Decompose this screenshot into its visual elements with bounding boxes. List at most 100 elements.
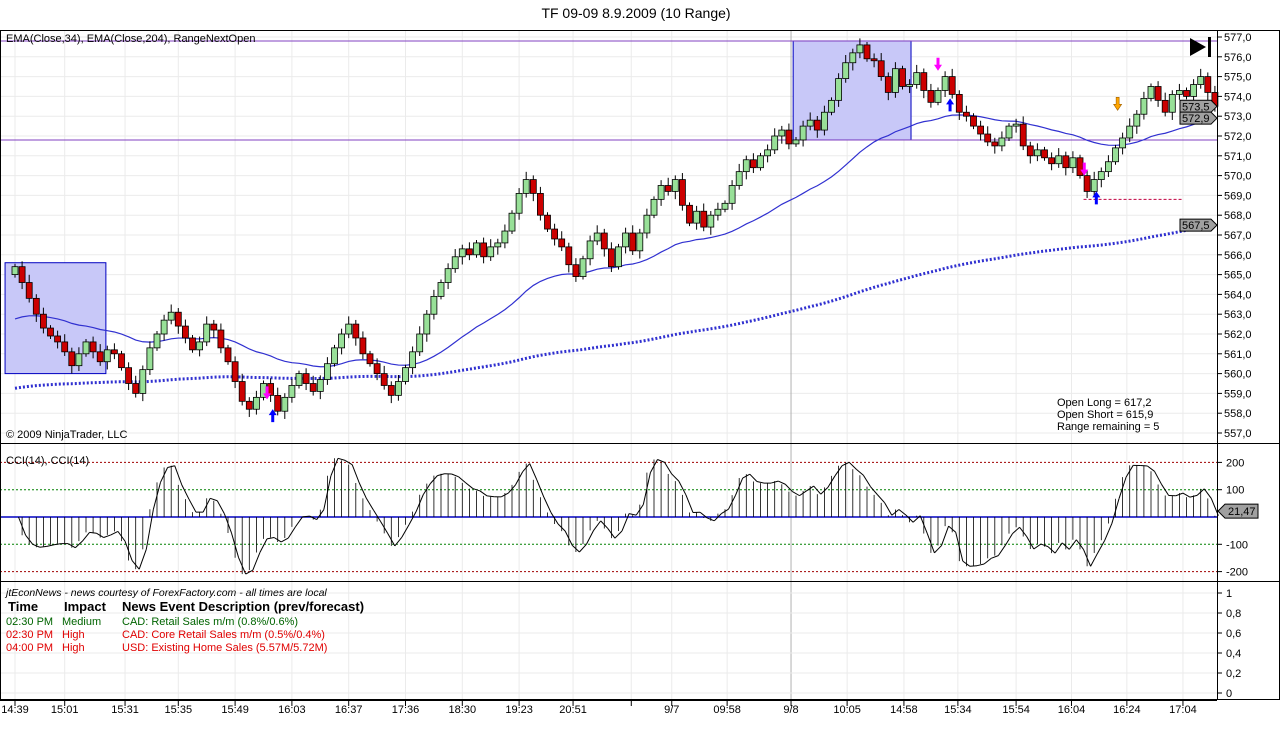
cci-segment [223,513,232,534]
candle-down [750,159,757,169]
candle-up [828,99,835,113]
cci-segment [1019,526,1028,537]
candle-up [728,185,736,204]
candle-up [1055,155,1063,165]
cci-segment [138,549,147,570]
candle-up [835,78,842,101]
price-tick-label: 564,0 [1224,289,1252,301]
time-tick-label: 15:35 [165,704,193,716]
cci-segment [210,497,218,502]
cci-segment [671,473,680,482]
time-tick-label: 16:24 [1113,704,1141,716]
news-col-time: Time [8,599,38,614]
candle-up [856,44,864,54]
cci-segment [678,480,687,496]
candle-up [423,313,431,335]
candle-down [96,351,104,363]
cci-segment [770,480,779,484]
price-tick-label: 560,0 [1224,369,1252,381]
candle-up [1119,137,1126,149]
play-end-icon[interactable] [1190,38,1206,56]
cci-segment [1125,465,1134,478]
cci-segment [635,504,644,516]
time-tick-label: 15:01 [51,704,79,716]
open-short: Open Short = 615,9 [1057,409,1153,421]
arrow-down-icon [934,57,942,71]
news-impact: Medium [62,616,101,628]
candle-up [892,68,899,93]
news-rows: 02:30 PM Medium CAD: Retail Sales m/m (0.8… [6,616,327,654]
candle-down [700,210,708,228]
candle-up [11,266,19,275]
last-price-tag: 573,5 [1182,101,1210,113]
cci-segment [266,536,275,540]
price-tick-label: 563,0 [1224,309,1252,321]
cci-segment [508,484,516,494]
cci-segment [238,557,247,575]
cci-segment [387,533,396,547]
cci-segment [259,538,268,553]
cci-segment [280,537,289,543]
candle-down [948,76,956,95]
candle-up [316,379,324,392]
cci-segment [110,530,119,536]
ema34-tag-bg [1179,111,1218,125]
ema204-line [14,223,1216,390]
candle-up [579,258,587,277]
news-tick-label: 1 [1226,588,1232,600]
news-description: CAD: Core Retail Sales m/m (0.5%/0.4%) [122,629,325,641]
candle-up [586,240,594,260]
candle-up [146,347,154,371]
scroll-to-end-button[interactable] [1190,37,1211,57]
cci-segment [579,543,587,553]
candle-up [288,385,296,398]
price-tick-label: 573,0 [1224,111,1252,123]
candle-up [402,367,409,382]
candle-up [643,214,651,234]
candle-up [593,232,601,242]
cci-segment [479,490,488,497]
candle-down [537,193,544,216]
cci-segment [117,531,126,542]
candle-up [323,363,331,380]
candle-up [742,159,750,173]
cci-segment [642,472,651,505]
time-tick-label: 14:58 [890,704,918,716]
candle-down [686,204,693,224]
cci-segment [1083,549,1092,567]
cci-segment [1147,465,1155,472]
candle-down [40,313,47,329]
cci-segment [1068,539,1077,550]
candle-up [721,202,729,210]
time-tick-label: 17:04 [1169,704,1197,716]
cci-segment [32,543,40,548]
candle-down [238,381,246,402]
candle-down [927,90,935,103]
cci-label: CCI(14), CCI(14) [6,455,89,467]
cci-segment [1161,484,1170,496]
news-time: 02:30 PM [6,629,53,641]
candle-up [444,268,452,283]
candle-up [941,76,949,91]
candle-up [764,149,771,157]
candle-down [1019,123,1027,147]
cci-segment [777,480,786,485]
ema204-tag: 567,5 [1182,220,1210,232]
cci-segment [1026,536,1035,550]
cci-segment [181,484,190,500]
cci-segment [870,486,878,496]
time-tick-label: 15:54 [1002,704,1030,716]
ema34-tag: 572,9 [1182,113,1210,125]
cci-segment [188,498,197,513]
cci-segment [884,502,893,516]
copyright: © 2009 NinjaTrader, LLC [6,429,127,441]
candle-up [615,246,622,268]
candle-up [771,135,779,151]
cci-segment [784,483,793,492]
cci-segment [1075,539,1084,550]
candle-up [714,208,722,216]
cci-segment [550,512,559,525]
candle-down [210,323,218,331]
news-tick-label: 0,6 [1226,628,1241,640]
candle-up [1126,125,1134,139]
